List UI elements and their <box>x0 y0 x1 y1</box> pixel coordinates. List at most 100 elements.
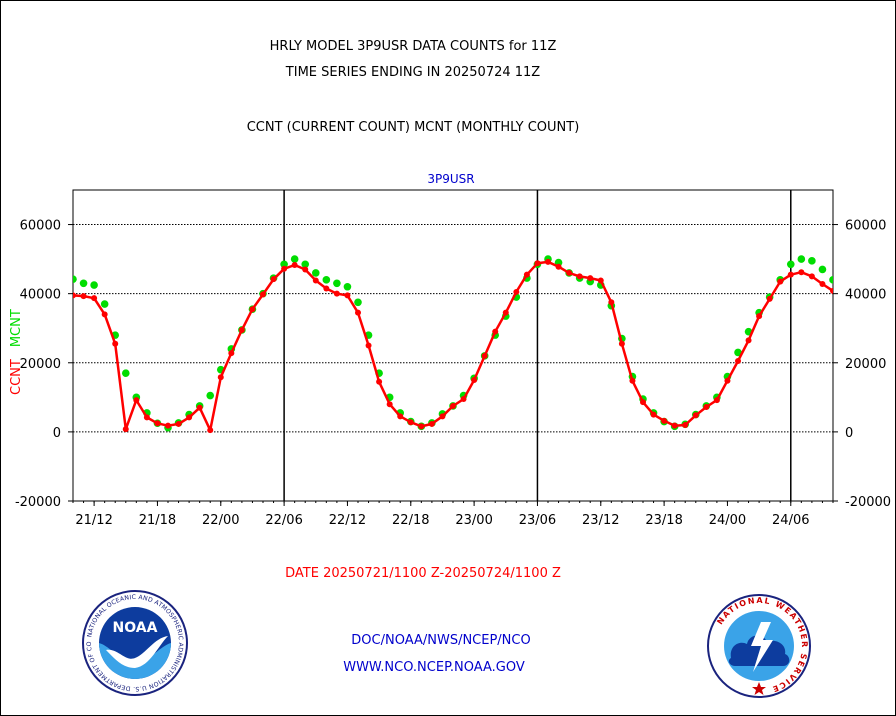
ccnt-point <box>270 276 277 283</box>
ccnt-point <box>186 414 193 421</box>
plot-area <box>72 189 834 502</box>
mcnt-point <box>797 255 806 263</box>
ccnt-point <box>302 266 309 273</box>
ccnt-point <box>175 420 182 427</box>
ccnt-point <box>787 271 794 278</box>
nws-logo: NATIONAL WEATHER SERVICE <box>707 594 811 698</box>
mcnt-point <box>343 282 352 291</box>
ccnt-point <box>513 288 520 295</box>
y-tick-label-left: 20000 <box>20 357 61 372</box>
ccnt-point <box>291 261 298 268</box>
ccnt-point <box>418 423 425 430</box>
ccnt-point <box>207 427 214 434</box>
axes: -20000 -20000 0 0 20000 20000 40000 40000 60000 6… <box>9 219 891 528</box>
mcnt-point <box>322 276 331 284</box>
y-tick-label-left: 0 <box>53 426 61 441</box>
ccnt-point <box>143 414 150 421</box>
x-tick-label: 23/12 <box>582 513 619 528</box>
x-tick-label: 21/12 <box>75 513 112 528</box>
mcnt-point <box>311 269 320 277</box>
ccnt-point <box>101 311 108 318</box>
x-tick-label: 23/06 <box>519 513 556 528</box>
mcnt-point <box>90 281 98 289</box>
chart-subtitle: CCNT (CURRENT COUNT) MCNT (MONTHLY COUNT… <box>246 120 580 135</box>
x-tick-label: 22/18 <box>392 513 429 528</box>
mcnt-point <box>333 279 341 288</box>
ccnt-point <box>91 295 98 302</box>
chart-title-line2: TIME SERIES ENDING IN 20250724 11Z <box>285 65 541 80</box>
y-tick-label-left: 60000 <box>20 219 61 234</box>
ccnt-point <box>365 342 372 349</box>
ccnt-point <box>355 309 361 316</box>
ccnt-point <box>830 287 833 294</box>
x-tick-label: 22/06 <box>265 513 302 528</box>
ccnt-point <box>344 292 351 299</box>
ccnt-point <box>819 280 826 287</box>
ccnt-point <box>566 269 573 276</box>
ccnt-point <box>766 295 773 302</box>
ccnt-point <box>112 340 119 347</box>
footer-doc-path: DOC/NOAA/NWS/NCEP/NCO <box>351 633 531 648</box>
x-tick-label: 22/00 <box>202 513 239 528</box>
ccnt-point <box>597 277 604 284</box>
y-tick-label-left: -20000 <box>15 495 61 510</box>
ccnt-point <box>397 413 404 420</box>
mcnt-point <box>829 276 833 284</box>
x-tick-label: 24/00 <box>709 513 746 528</box>
mcnt-point <box>73 275 77 283</box>
ccnt-point <box>777 278 784 285</box>
ccnt-point <box>165 422 171 429</box>
ccnt-point <box>692 412 699 419</box>
ccnt-point <box>376 378 383 385</box>
ccnt-point <box>735 358 741 365</box>
y-tick-label-right: 40000 <box>845 288 886 303</box>
ccnt-point <box>640 399 646 406</box>
ccnt-point <box>745 337 752 344</box>
mcnt-point <box>206 391 215 400</box>
ccnt-point <box>428 420 435 427</box>
ccnt-point <box>73 292 76 299</box>
chart-title: HRLY MODEL 3P9USR DATA COUNTS for 11Z <box>269 39 557 54</box>
ccnt-point <box>682 421 689 428</box>
x-tick-label: 24/06 <box>772 513 809 528</box>
ccnt-point <box>502 309 509 316</box>
ccnt-point <box>671 422 678 429</box>
ccnt-point <box>555 263 562 270</box>
mcnt-point <box>808 257 816 265</box>
mcnt-point <box>100 300 109 308</box>
ccnt-point <box>407 419 414 426</box>
ccnt-point <box>587 275 594 282</box>
ccnt-point <box>228 350 235 357</box>
plot-border <box>72 189 834 502</box>
ccnt-point <box>618 340 625 347</box>
ccnt-point <box>238 326 245 333</box>
noaa-logo: NATIONAL OCEANIC AND ATMOSPHERIC ADMINIS… <box>80 588 188 696</box>
ccnt-point <box>471 377 478 384</box>
y-axis-label-mcnt: MCNT <box>9 309 24 347</box>
ccnt-point <box>703 404 710 411</box>
y-axis-label-ccnt: CCNT <box>9 359 24 395</box>
ccnt-point <box>450 402 456 409</box>
ccnt-point <box>312 277 319 284</box>
noaa-logo-text: NOAA <box>113 620 158 636</box>
ccnt-point <box>154 420 161 427</box>
ccnt-point <box>661 417 668 424</box>
mcnt-point <box>734 348 742 357</box>
x-tick-label: 21/18 <box>139 513 176 528</box>
ccnt-point <box>481 352 488 359</box>
ccnt-point <box>608 299 615 306</box>
y-tick-label-right: 0 <box>845 426 853 441</box>
y-axis-label: CCNT MCNT <box>9 309 24 395</box>
ccnt-point <box>249 306 256 313</box>
ccnt-point <box>217 374 224 381</box>
ccnt-point <box>545 258 551 265</box>
mcnt-point <box>290 255 299 263</box>
ccnt-point <box>386 401 393 408</box>
ccnt-point <box>323 285 330 292</box>
mcnt-point <box>280 260 288 269</box>
mcnt-point <box>354 298 362 307</box>
ccnt-point <box>756 313 763 320</box>
ccnt-point <box>523 271 530 278</box>
mcnt-point <box>818 265 827 274</box>
date-range-label: DATE 20250721/1100 Z-20250724/1100 Z <box>285 566 561 581</box>
